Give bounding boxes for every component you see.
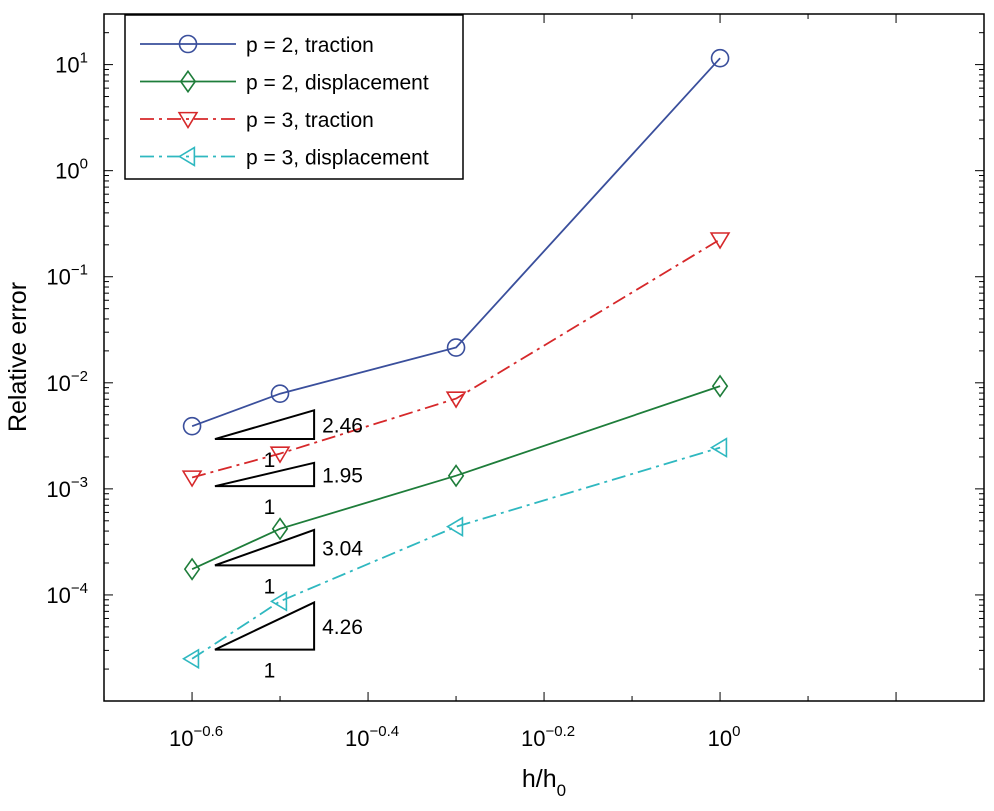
- triangle-left-marker: [269, 591, 288, 612]
- series-line: [191, 57, 721, 428]
- y-tick-label: 101: [55, 50, 88, 78]
- legend-label: p = 3, displacement: [246, 147, 429, 170]
- slope-value-label: 4.26: [322, 616, 363, 639]
- y-tick-label: 10−3: [46, 474, 88, 502]
- slope-run-label: 1: [264, 660, 276, 683]
- circle-marker: [446, 338, 466, 357]
- slope-triangle-shape: [214, 461, 316, 488]
- slope-triangle-3: 3.04 1: [214, 528, 363, 598]
- legend-box: [124, 14, 464, 180]
- slope-triangle-shape: [214, 528, 316, 567]
- circle-marker: [182, 416, 202, 436]
- slope-annotations: 2.46 1 1.95 1 3.04 1 4.26 1: [214, 409, 363, 683]
- diamond-marker: [447, 464, 465, 488]
- circle-marker: [178, 34, 198, 54]
- legend-entry-3: p = 3, traction: [140, 109, 374, 132]
- diamond-marker: [179, 69, 197, 94]
- y-axis-label: Relative error: [4, 282, 32, 432]
- legend-entry-4: p = 3, displacement: [140, 146, 429, 170]
- slope-value-label: 2.46: [322, 415, 363, 438]
- series-1: [182, 48, 730, 436]
- x-tick-label: 10−0.6: [169, 723, 223, 751]
- legend-entry-1: p = 2, traction: [140, 34, 374, 57]
- y-tick-label: 100: [55, 156, 88, 184]
- triangle-down-marker: [709, 232, 731, 250]
- series-line: [191, 238, 721, 479]
- series-line: [191, 446, 721, 660]
- series-3: [181, 232, 731, 488]
- diamond-marker: [183, 557, 201, 581]
- x-tick-label: 10−0.2: [521, 723, 575, 751]
- triangle-left-marker: [177, 146, 196, 167]
- triangle-down-marker: [181, 470, 203, 488]
- x-tick-label: 10−0.4: [345, 723, 399, 751]
- circle-marker: [270, 384, 290, 403]
- slope-triangle-1: 2.46 1: [214, 409, 363, 472]
- slope-triangle-2: 1.95 1: [214, 461, 363, 519]
- diamond-marker: [271, 517, 289, 541]
- triangle-left-marker: [182, 648, 200, 670]
- legend-entry-2: p = 2, displacement: [140, 69, 429, 95]
- data-series: [181, 48, 731, 670]
- x-axis-label: h/h0: [522, 765, 566, 800]
- y-tick-label: 10−2: [46, 368, 88, 396]
- axis-labels: h/h0 Relative error: [4, 282, 566, 800]
- triangle-down-marker: [445, 391, 467, 409]
- triangle-left-marker: [709, 437, 728, 458]
- series-4: [182, 437, 728, 670]
- triangle-down-marker: [177, 111, 199, 130]
- triangle-left-marker: [446, 516, 464, 538]
- series-2: [183, 374, 729, 581]
- slope-triangle-shape: [214, 600, 316, 651]
- series-line: [191, 385, 721, 571]
- legend-label: p = 2, displacement: [246, 72, 429, 95]
- x-tick-label: 100: [708, 723, 741, 751]
- slope-value-label: 1.95: [322, 465, 363, 488]
- axis-ticks: 10−4 10−3 10−2 10−1 100 101 10−0.6 10−0.4 10−0.2…: [46, 13, 984, 751]
- legend: p = 2, traction p = 2, displacement p = 3,…: [124, 14, 464, 180]
- slope-run-label: 1: [264, 449, 276, 472]
- circle-marker: [710, 48, 730, 68]
- slope-run-label: 1: [264, 575, 276, 598]
- slope-value-label: 3.04: [322, 538, 363, 561]
- diamond-marker: [711, 374, 729, 398]
- triangle-down-marker: [269, 446, 291, 464]
- y-tick-label: 10−1: [46, 262, 88, 290]
- legend-label: p = 2, traction: [246, 34, 374, 57]
- slope-triangle-shape: [214, 409, 316, 441]
- legend-label: p = 3, traction: [246, 109, 374, 132]
- slope-run-label: 1: [264, 496, 276, 519]
- slope-triangle-4: 4.26 1: [214, 600, 363, 683]
- y-tick-label: 10−4: [46, 580, 88, 608]
